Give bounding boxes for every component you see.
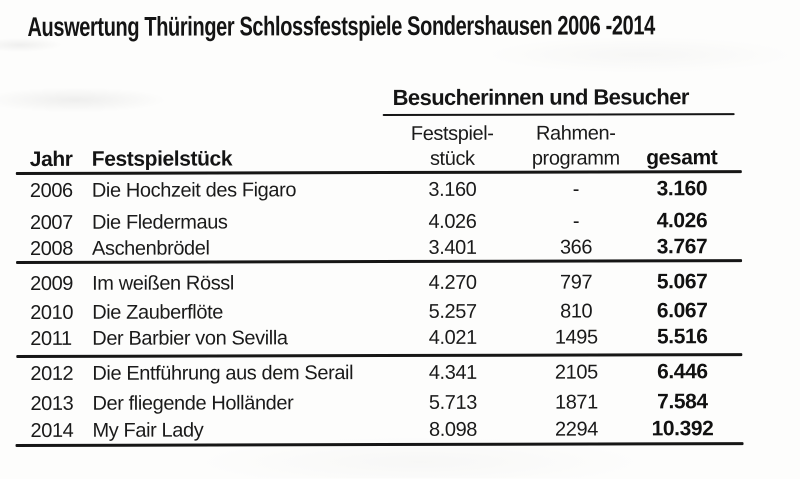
column-header-rahmenprogramm-line2: programm	[531, 147, 620, 170]
column-header-festspielstueck-line1: Festspiel-	[410, 122, 494, 145]
cell-besucher-festspielstueck: 4.270	[428, 271, 477, 294]
cell-jahr: 2008	[29, 237, 73, 260]
cell-jahr: 2006	[29, 179, 73, 202]
cell-gesamt: 6.446	[657, 360, 708, 384]
cell-festspielstueck: Die Hochzeit des Figaro	[91, 179, 297, 202]
cell-festspielstueck: Die Zauberflöte	[92, 301, 223, 324]
table-row: 2011 Der Barbier von Sevilla 4.021 1495 …	[0, 325, 762, 351]
cell-besucher-rahmenprogramm: 1871	[554, 391, 598, 414]
table-group-header-besucher: Besucherinnen und Besucher	[392, 84, 689, 111]
cell-besucher-rahmenprogramm: -	[572, 210, 580, 233]
cell-besucher-rahmenprogramm: 1495	[554, 326, 598, 349]
header-divider	[15, 170, 742, 176]
table-row: 2007 Die Fledermaus 4.026 - 4.026	[0, 209, 762, 235]
cell-besucher-rahmenprogramm: 2294	[555, 418, 598, 441]
cell-besucher-rahmenprogramm: 810	[560, 300, 593, 323]
cell-jahr: 2009	[30, 272, 74, 295]
cell-besucher-festspielstueck: 3.160	[428, 178, 477, 201]
cell-besucher-rahmenprogramm: -	[572, 178, 580, 201]
group-header-underline	[382, 113, 735, 117]
cell-besucher-festspielstueck: 4.021	[428, 326, 477, 349]
cell-besucher-rahmenprogramm: 2105	[554, 361, 598, 384]
table-row: 2013 Der fliegende Holländer 5.713 1871 …	[0, 390, 762, 416]
cell-gesamt: 7.584	[657, 390, 708, 414]
table-row: 2006 Die Hochzeit des Figaro 3.160 - 3.1…	[0, 177, 762, 203]
table-row: 2012 Die Entführung aus dem Serail 4.341…	[0, 360, 762, 386]
column-header-gesamt: gesamt	[646, 146, 718, 170]
table-header-row-2: Jahr Festspielstück stück programm gesam…	[0, 146, 762, 172]
cell-jahr: 2011	[30, 327, 72, 350]
cell-gesamt: 5.516	[656, 325, 708, 349]
page-title: Auswertung Thüringer Schlossfestspiele S…	[27, 10, 655, 42]
cell-jahr: 2007	[29, 211, 73, 234]
cell-besucher-festspielstueck: 8.098	[428, 418, 478, 441]
cell-festspielstueck: My Fair Lady	[92, 419, 204, 442]
header-spacer-jahr	[30, 123, 92, 147]
cell-besucher-rahmenprogramm: 797	[559, 271, 593, 294]
table-header-row-1: Festspiel- Rahmen-	[0, 121, 762, 147]
cell-festspielstueck: Der fliegende Holländer	[92, 392, 294, 415]
table-bottom-divider	[15, 442, 744, 448]
cell-besucher-festspielstueck: 3.401	[428, 236, 477, 259]
cell-festspielstueck: Der Barbier von Sevilla	[92, 327, 288, 350]
cell-besucher-festspielstueck: 5.257	[428, 300, 477, 323]
table-row: 2008 Aschenbrödel 3.401 366 3.767	[0, 235, 762, 261]
group-divider	[16, 353, 743, 359]
cell-gesamt: 3.160	[656, 177, 708, 201]
cell-jahr: 2014	[30, 419, 74, 442]
table-row: 2010 Die Zauberflöte 5.257 810 6.067	[0, 299, 762, 325]
group-divider	[16, 259, 743, 265]
cell-festspielstueck: Im weißen Rössl	[92, 272, 234, 295]
table-row: 2014 My Fair Lady 8.098 2294 10.392	[0, 417, 762, 443]
cell-gesamt: 5.067	[656, 270, 708, 294]
column-header-festspielstueck-line2: stück	[429, 147, 475, 170]
table-row: 2009 Im weißen Rössl 4.270 797 5.067	[0, 270, 762, 296]
column-header-jahr: Jahr	[29, 147, 73, 171]
cell-besucher-festspielstueck: 4.341	[428, 361, 477, 384]
cell-besucher-festspielstueck: 5.713	[428, 391, 477, 414]
cell-besucher-festspielstueck: 4.026	[428, 210, 477, 233]
column-header-festspielstueck: Festspielstück	[91, 147, 233, 171]
cell-festspielstueck: Die Entführung aus dem Serail	[92, 362, 354, 385]
cell-gesamt: 3.767	[656, 235, 708, 259]
column-header-rahmenprogramm-line1: Rahmen-	[535, 122, 616, 145]
header-spacer-festspielstueck	[92, 122, 385, 147]
cell-jahr: 2010	[30, 301, 74, 324]
cell-gesamt: 6.067	[656, 299, 708, 323]
header-spacer-gesamt	[632, 121, 732, 145]
cell-jahr: 2013	[30, 392, 74, 415]
cell-gesamt: 10.392	[651, 417, 714, 441]
cell-besucher-rahmenprogramm: 366	[559, 236, 593, 259]
cell-jahr: 2012	[30, 362, 74, 385]
cell-gesamt: 4.026	[656, 209, 708, 233]
cell-festspielstueck: Aschenbrödel	[91, 237, 210, 260]
cell-festspielstueck: Die Fledermaus	[91, 211, 228, 234]
